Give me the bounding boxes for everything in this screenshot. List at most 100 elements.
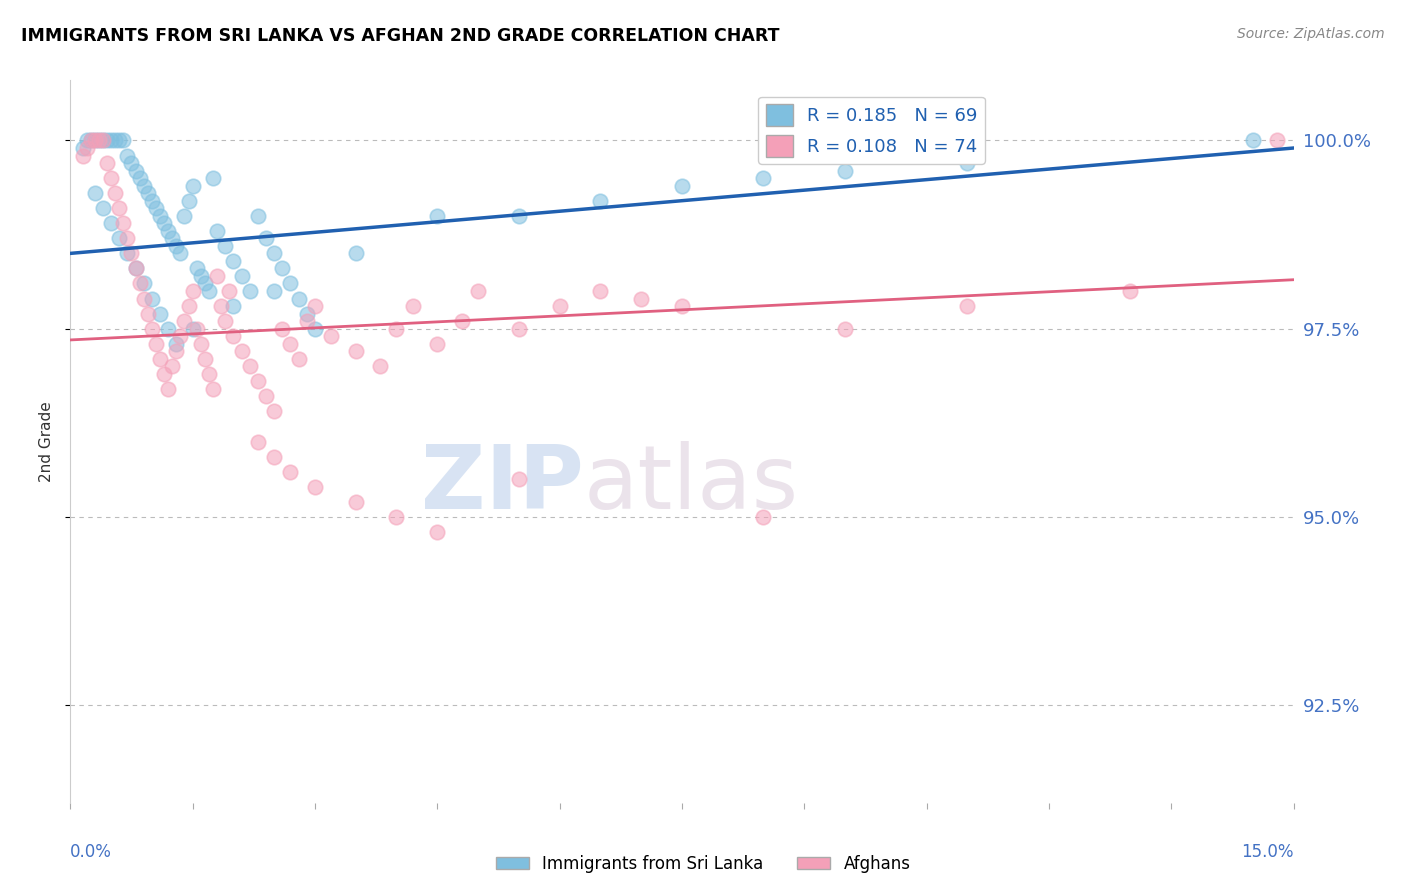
Legend: Immigrants from Sri Lanka, Afghans: Immigrants from Sri Lanka, Afghans — [489, 848, 917, 880]
Point — [1265, 133, 1288, 147]
Point — [112, 133, 135, 147]
Point — [231, 268, 253, 283]
Point — [295, 314, 318, 328]
Point — [222, 253, 245, 268]
Point — [671, 299, 693, 313]
Point — [181, 284, 204, 298]
Point — [426, 524, 449, 539]
Point — [121, 246, 143, 260]
Point — [295, 307, 318, 321]
Point — [214, 314, 236, 328]
Point — [87, 133, 110, 147]
Point — [132, 292, 155, 306]
Point — [385, 509, 408, 524]
Point — [287, 351, 309, 366]
Point — [149, 209, 172, 223]
Point — [177, 299, 200, 313]
Point — [630, 292, 652, 306]
Point — [153, 216, 176, 230]
Point — [117, 246, 139, 260]
Point — [141, 194, 163, 208]
Point — [79, 133, 103, 147]
Point — [956, 156, 979, 170]
Point — [157, 321, 180, 335]
Point — [91, 201, 114, 215]
Point — [177, 194, 200, 208]
Point — [72, 148, 94, 162]
Point — [263, 450, 285, 464]
Point — [271, 261, 294, 276]
Point — [508, 209, 530, 223]
Point — [194, 351, 217, 366]
Point — [157, 224, 180, 238]
Point — [304, 321, 326, 335]
Point — [205, 268, 228, 283]
Point — [280, 277, 302, 291]
Point — [145, 201, 167, 215]
Point — [231, 344, 253, 359]
Point — [124, 261, 146, 276]
Point — [214, 239, 236, 253]
Point — [79, 133, 103, 147]
Point — [169, 329, 191, 343]
Point — [834, 163, 856, 178]
Point — [72, 141, 94, 155]
Point — [671, 178, 693, 193]
Point — [108, 231, 131, 245]
Point — [368, 359, 391, 374]
Point — [117, 148, 139, 162]
Text: atlas: atlas — [583, 442, 799, 528]
Point — [834, 321, 856, 335]
Point — [508, 472, 530, 486]
Point — [149, 307, 172, 321]
Point — [136, 186, 159, 201]
Point — [263, 404, 285, 418]
Point — [162, 359, 183, 374]
Point — [181, 321, 204, 335]
Point — [190, 268, 212, 283]
Point — [100, 133, 122, 147]
Point — [956, 299, 979, 313]
Point — [589, 284, 612, 298]
Point — [209, 299, 232, 313]
Point — [246, 209, 269, 223]
Point — [173, 209, 195, 223]
Point — [1241, 133, 1264, 147]
Point — [169, 246, 191, 260]
Point — [450, 314, 472, 328]
Point — [108, 133, 131, 147]
Point — [304, 299, 326, 313]
Point — [426, 209, 449, 223]
Legend: R = 0.185   N = 69, R = 0.108   N = 74: R = 0.185 N = 69, R = 0.108 N = 74 — [758, 96, 984, 164]
Point — [344, 344, 367, 359]
Point — [198, 284, 221, 298]
Point — [263, 246, 285, 260]
Point — [91, 133, 114, 147]
Point — [222, 299, 245, 313]
Point — [128, 277, 150, 291]
Point — [173, 314, 195, 328]
Point — [162, 231, 183, 245]
Point — [83, 133, 105, 147]
Point — [321, 329, 343, 343]
Point — [198, 367, 221, 381]
Text: 15.0%: 15.0% — [1241, 843, 1294, 861]
Text: ZIP: ZIP — [422, 442, 583, 528]
Point — [186, 321, 208, 335]
Point — [589, 194, 612, 208]
Point — [548, 299, 571, 313]
Point — [117, 231, 139, 245]
Point — [124, 163, 146, 178]
Point — [205, 224, 228, 238]
Point — [104, 186, 127, 201]
Point — [1119, 284, 1142, 298]
Point — [304, 480, 326, 494]
Point — [96, 133, 118, 147]
Point — [385, 321, 408, 335]
Point — [287, 292, 309, 306]
Point — [87, 133, 110, 147]
Point — [96, 156, 118, 170]
Point — [76, 141, 98, 155]
Point — [83, 186, 105, 201]
Point — [149, 351, 172, 366]
